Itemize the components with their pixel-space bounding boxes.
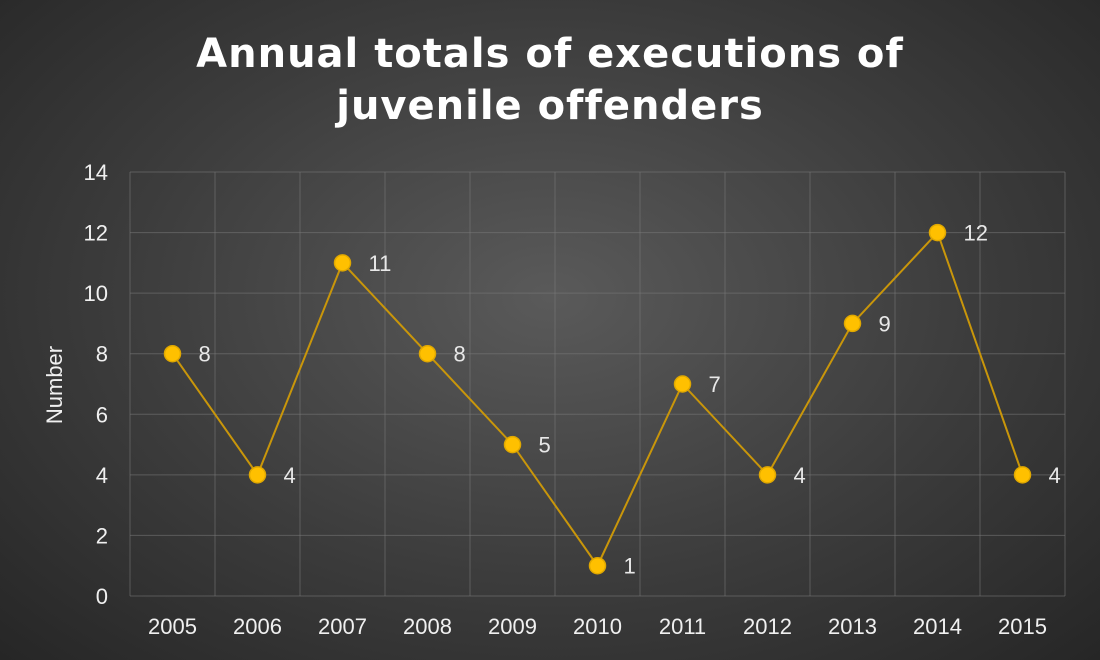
x-tick-label: 2013 xyxy=(828,614,877,639)
gridlines xyxy=(129,171,1066,597)
data-label: 11 xyxy=(369,251,392,276)
data-point-marker xyxy=(588,556,607,575)
data-point-marker xyxy=(843,314,862,333)
x-tick-label: 2011 xyxy=(659,614,706,639)
chart-title-line-2: juvenile offenders xyxy=(336,83,764,129)
x-tick-label: 2008 xyxy=(403,614,452,639)
data-label: 4 xyxy=(284,463,296,488)
y-tick-label: 4 xyxy=(96,463,108,488)
data-point-marker xyxy=(758,466,777,484)
data-labels: 8 4 11 8 5 1 7 4 9 12 4 xyxy=(199,221,1061,579)
data-point-marker xyxy=(1013,466,1032,484)
x-axis-ticks: 2005 2006 2007 2008 2009 2010 2011 2012 2013 2014… xyxy=(148,614,1047,639)
y-tick-label: 2 xyxy=(96,523,108,548)
y-tick-label: 10 xyxy=(84,281,108,306)
y-axis-title: Number xyxy=(42,346,67,424)
chart-title: Annual totals of executions of juvenile … xyxy=(0,28,1100,132)
x-tick-label: 2015 xyxy=(998,614,1047,639)
data-label: 1 xyxy=(624,554,636,579)
data-label: 9 xyxy=(879,311,891,336)
data-point-marker xyxy=(503,435,522,454)
y-axis-ticks: 0 2 4 6 8 10 12 14 xyxy=(84,160,108,609)
x-tick-label: 2007 xyxy=(318,614,367,639)
x-tick-label: 2012 xyxy=(743,614,792,639)
data-point-marker xyxy=(163,344,182,363)
x-tick-label: 2009 xyxy=(488,614,537,639)
y-tick-label: 6 xyxy=(96,402,108,427)
x-tick-label: 2005 xyxy=(148,614,197,639)
data-point-marker xyxy=(333,254,352,272)
x-tick-label: 2010 xyxy=(573,614,622,639)
data-label: 4 xyxy=(1049,463,1061,488)
data-point-marker xyxy=(673,375,692,393)
data-label: 5 xyxy=(539,433,551,458)
y-tick-label: 12 xyxy=(84,221,108,246)
data-label: 4 xyxy=(794,463,806,488)
data-point-marker xyxy=(928,223,947,242)
y-tick-label: 0 xyxy=(96,584,108,609)
data-points xyxy=(163,223,1032,575)
y-tick-label: 8 xyxy=(96,342,108,367)
data-label: 7 xyxy=(709,372,721,397)
chart-title-line-1: Annual totals of executions of xyxy=(196,31,904,77)
y-tick-label: 14 xyxy=(84,160,108,185)
data-label: 8 xyxy=(454,342,466,367)
data-label: 12 xyxy=(964,221,988,246)
data-point-marker xyxy=(418,344,437,363)
x-tick-label: 2014 xyxy=(913,614,962,639)
x-tick-label: 2006 xyxy=(233,614,282,639)
data-point-marker xyxy=(248,466,267,484)
data-label: 8 xyxy=(199,342,211,367)
